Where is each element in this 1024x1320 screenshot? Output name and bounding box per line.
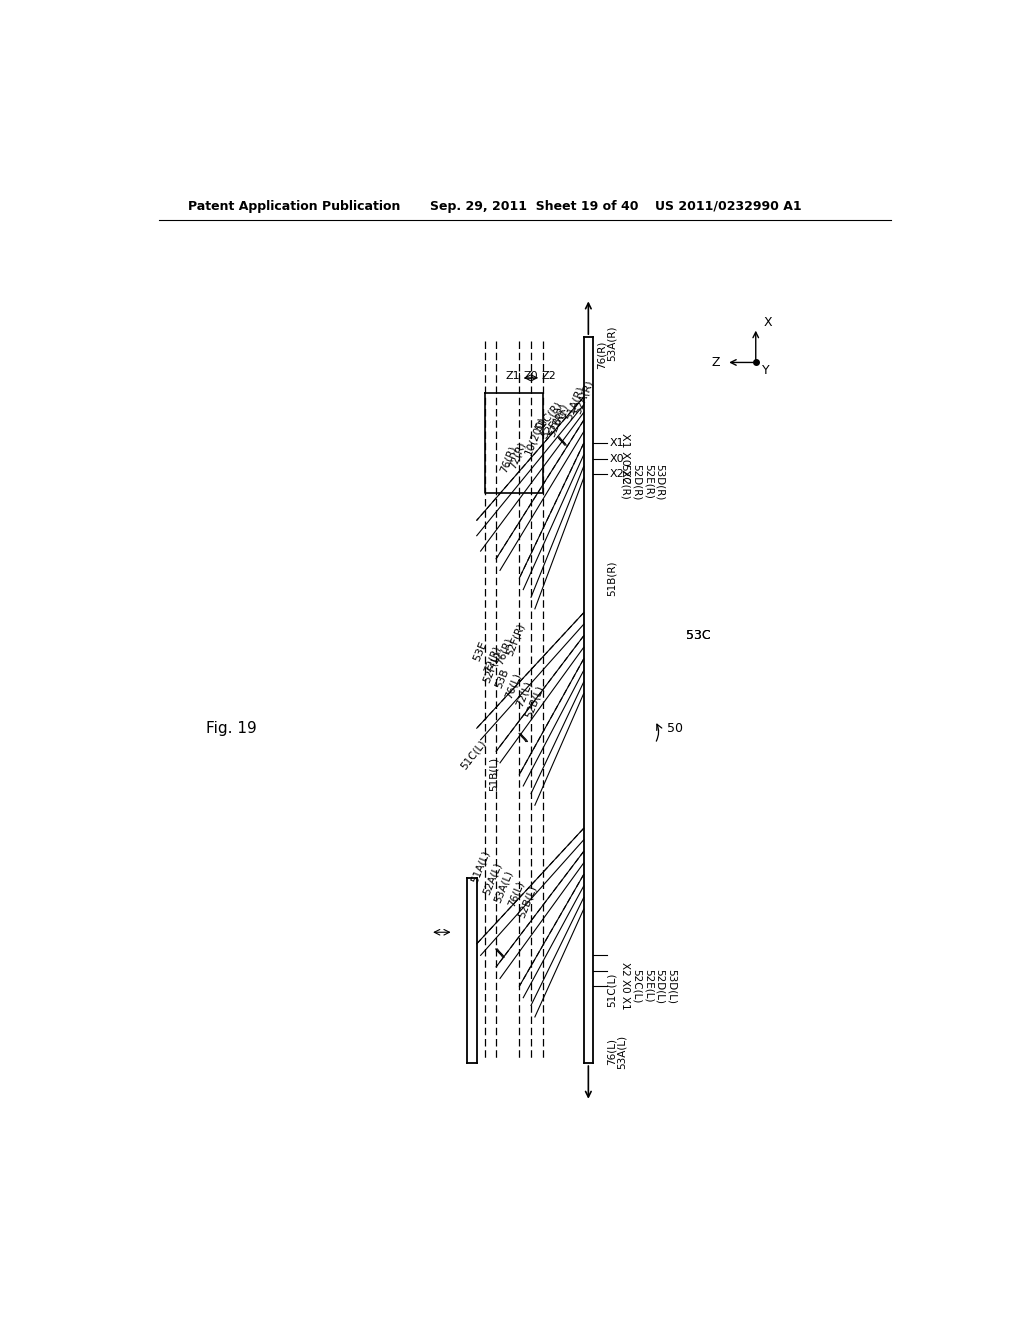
- Text: Z1: Z1: [506, 371, 520, 381]
- Text: 52D(L): 52D(L): [655, 969, 665, 1003]
- Text: 51B(L): 51B(L): [488, 758, 499, 792]
- Text: Patent Application Publication: Patent Application Publication: [187, 199, 400, 213]
- Text: 53A(R): 53A(R): [607, 326, 616, 360]
- Text: X: X: [764, 315, 772, 329]
- Text: 51A(L): 51A(L): [470, 849, 492, 884]
- Text: 53D(R): 53D(R): [655, 463, 665, 500]
- Text: X2 X0 X1: X2 X0 X1: [621, 962, 630, 1010]
- Text: 53A(L): 53A(L): [616, 1035, 627, 1069]
- Text: 52C(L): 52C(L): [632, 969, 642, 1003]
- Text: 51C(L): 51C(L): [607, 973, 616, 1007]
- Text: Sep. 29, 2011  Sheet 19 of 40: Sep. 29, 2011 Sheet 19 of 40: [430, 199, 639, 213]
- Text: 76(R): 76(R): [499, 444, 518, 474]
- Text: 76(L): 76(L): [607, 1038, 616, 1065]
- Text: 52B(R): 52B(R): [547, 401, 569, 438]
- Text: X2: X2: [610, 469, 625, 479]
- Text: X1: X1: [610, 438, 625, 449]
- Text: 51C(L): 51C(L): [459, 738, 487, 772]
- Text: 53A(L): 53A(L): [493, 869, 515, 904]
- Text: 76(R): 76(R): [494, 636, 514, 667]
- Text: 72(R): 72(R): [482, 644, 502, 675]
- Text: Fig. 19: Fig. 19: [206, 721, 256, 735]
- Text: 52F(R): 52F(R): [505, 622, 526, 657]
- Text: 53C: 53C: [686, 630, 711, 643]
- Text: 53E: 53E: [472, 640, 489, 663]
- Text: 51A(R): 51A(R): [563, 385, 586, 421]
- Text: 52A(L): 52A(L): [481, 861, 503, 896]
- Text: 52F(R): 52F(R): [539, 408, 568, 441]
- Text: X0: X0: [610, 454, 625, 463]
- Text: 72(L): 72(L): [514, 680, 534, 708]
- Text: 50: 50: [667, 722, 683, 735]
- Text: 52E(R): 52E(R): [643, 465, 653, 499]
- Text: 10(200): 10(200): [523, 414, 548, 457]
- Text: 53C: 53C: [686, 630, 711, 643]
- Text: 52F(L): 52F(L): [481, 649, 503, 684]
- Text: 53D(L): 53D(L): [667, 969, 677, 1003]
- Text: Z2: Z2: [542, 371, 556, 381]
- Text: Y: Y: [762, 363, 770, 376]
- Text: Z0: Z0: [523, 371, 539, 381]
- Text: 52B(L): 52B(L): [516, 884, 539, 919]
- Text: 52C(R): 52C(R): [621, 463, 630, 500]
- Text: 52A(R): 52A(R): [572, 379, 595, 416]
- Text: 51B(R): 51B(R): [607, 560, 616, 595]
- Text: US 2011/0232990 A1: US 2011/0232990 A1: [655, 199, 802, 213]
- Text: 76(R): 76(R): [597, 341, 607, 368]
- Text: 51C(R): 51C(R): [532, 400, 563, 433]
- Text: 52D(R): 52D(R): [632, 463, 642, 500]
- Text: Z: Z: [712, 356, 720, 370]
- Text: 72(R): 72(R): [508, 440, 527, 470]
- Text: 76(L): 76(L): [506, 879, 525, 908]
- Text: 53B: 53B: [494, 667, 511, 689]
- Text: 52B(L): 52B(L): [524, 684, 546, 719]
- Text: 52E(L): 52E(L): [643, 969, 653, 1003]
- Text: 76(L): 76(L): [504, 672, 523, 700]
- Text: X1 X0 X2: X1 X0 X2: [621, 433, 630, 484]
